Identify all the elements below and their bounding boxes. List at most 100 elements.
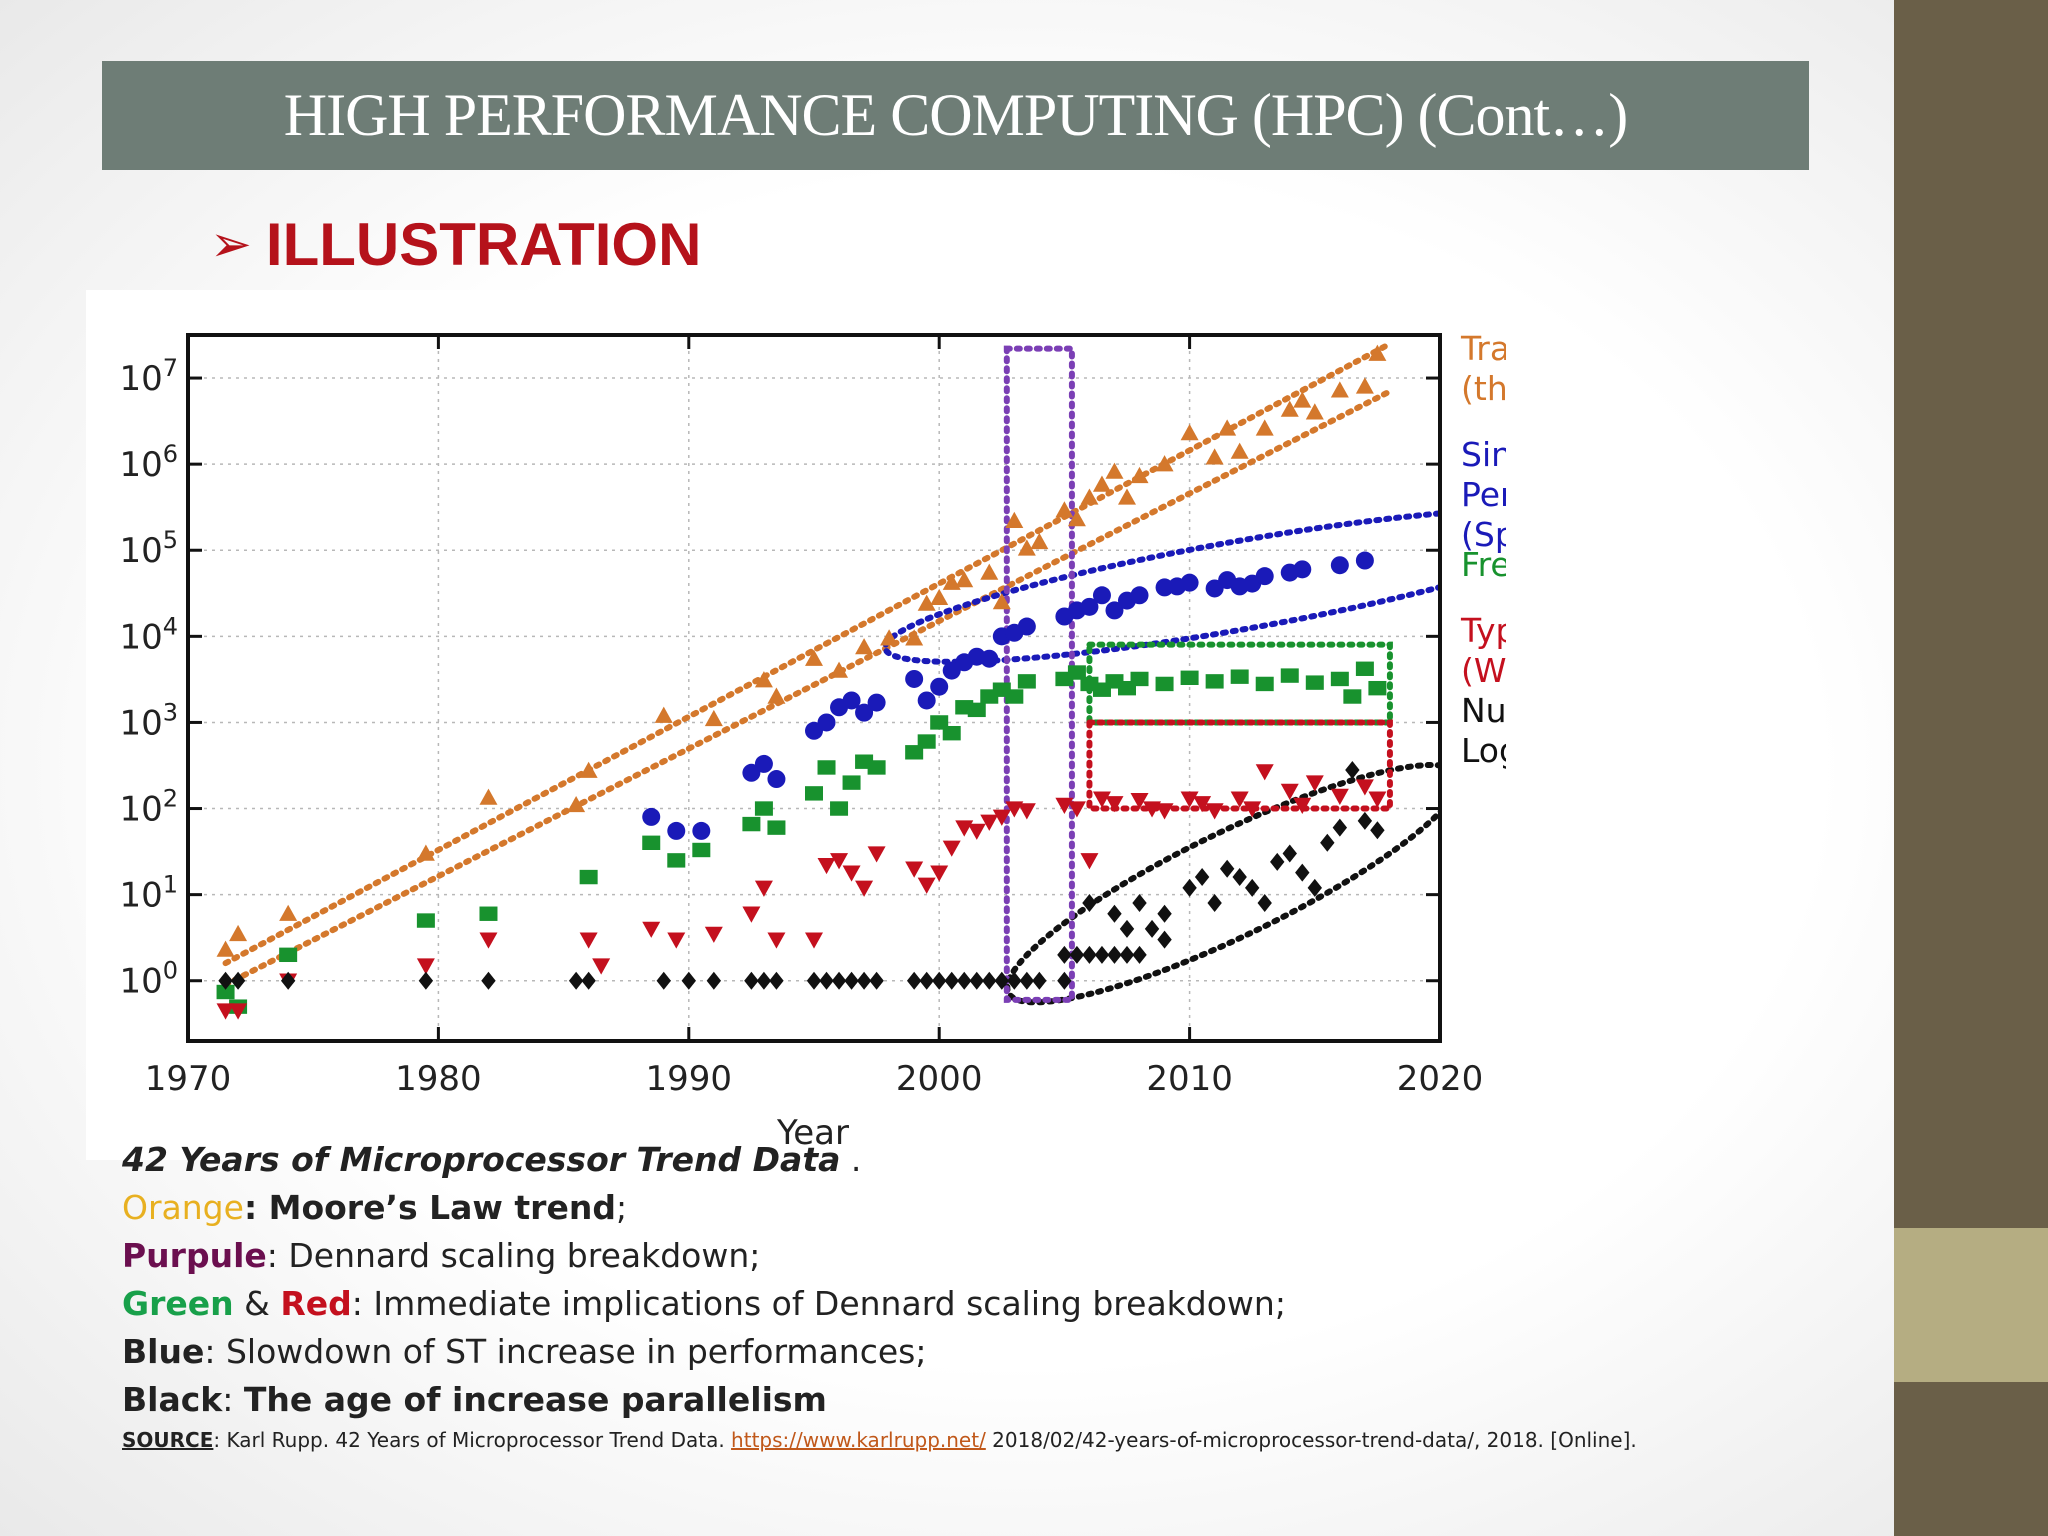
caption-moores-law: : Moore’s Law trend xyxy=(243,1188,616,1227)
frequency-point xyxy=(767,820,786,835)
power-point xyxy=(1017,803,1036,820)
transistor-point xyxy=(1368,344,1387,361)
transistor-point xyxy=(805,649,823,666)
single-thread-point xyxy=(930,677,949,696)
cores-point xyxy=(1320,833,1335,852)
moores-law-lower-trendline xyxy=(222,388,1393,988)
single-thread-point xyxy=(842,691,861,710)
frequency-point xyxy=(1180,670,1199,685)
single-thread-point xyxy=(667,821,686,840)
chart-panel: 100 101 102 103 104 105 106 107 1970 1980 1990 2000… xyxy=(86,290,1506,1160)
power-point xyxy=(805,932,823,949)
frequency-point xyxy=(742,816,761,832)
power-box xyxy=(1086,719,1393,812)
transistor-point xyxy=(955,571,974,588)
transistor-point xyxy=(1067,510,1086,527)
cores-point xyxy=(418,971,434,990)
caption-parallelism: The age of increase parallelism xyxy=(243,1380,827,1419)
legend-entry-text: (thousands) xyxy=(1461,369,1506,408)
caption-title-suffix: . xyxy=(840,1140,862,1179)
power-point xyxy=(1130,792,1149,810)
cores-point xyxy=(1332,818,1348,837)
caption-key-orange: Orange xyxy=(122,1188,244,1227)
cores-point xyxy=(1345,761,1360,780)
frequency-point xyxy=(579,869,598,885)
transistor-point xyxy=(1180,424,1199,441)
cores-point xyxy=(982,971,997,990)
cores-point xyxy=(1157,930,1172,949)
frequency-point xyxy=(805,786,823,801)
transistor-point xyxy=(917,594,936,611)
cores-point xyxy=(1057,945,1072,964)
frequency-point xyxy=(754,801,773,816)
frequency-point xyxy=(1205,674,1224,689)
power-point xyxy=(1205,803,1224,820)
power-point xyxy=(479,932,498,949)
cores-point xyxy=(706,971,722,990)
single-thread-point xyxy=(1080,597,1099,616)
single-thread-point xyxy=(980,649,999,668)
transistor-point xyxy=(216,940,235,957)
single-thread-point xyxy=(1105,601,1124,620)
power-point xyxy=(930,865,949,882)
frequency-point xyxy=(1230,669,1249,684)
caption-key-red: Red xyxy=(280,1284,352,1323)
transistor-point xyxy=(754,671,773,688)
caption-line-purple: Purpule: Dennard scaling breakdown; xyxy=(122,1232,1822,1280)
caption-implications: : Immediate implications of Dennard scal… xyxy=(351,1284,1286,1323)
power-point xyxy=(1005,801,1024,818)
power-point xyxy=(905,861,924,878)
title-banner: HIGH PERFORMANCE COMPUTING (HPC) (Cont…) xyxy=(102,61,1809,170)
power-point xyxy=(767,932,786,949)
y-tick-label: 105 xyxy=(119,526,178,571)
trend-chart: 100 101 102 103 104 105 106 107 1970 1980 1990 2000… xyxy=(119,329,1506,1153)
source-link[interactable]: https://www.karlrupp.net/ xyxy=(731,1428,986,1452)
cores-point xyxy=(1232,868,1247,887)
cores-point xyxy=(756,971,772,990)
cores-point xyxy=(1157,904,1172,923)
cores-point xyxy=(1082,945,1097,964)
cores-point xyxy=(568,971,584,990)
transistor-point xyxy=(1017,539,1036,556)
power-point xyxy=(704,926,723,943)
cores-point xyxy=(769,971,784,990)
cores-point xyxy=(218,971,233,990)
x-tick-label: 2020 xyxy=(1397,1059,1484,1099)
single-thread-point xyxy=(1330,556,1349,575)
plot-frame xyxy=(186,333,1442,1043)
transistor-point xyxy=(1293,391,1312,408)
single-thread-point xyxy=(905,669,924,688)
cores-point xyxy=(1132,893,1147,912)
transistor-point xyxy=(1155,455,1174,472)
power-point xyxy=(1280,783,1299,800)
cores-point xyxy=(744,971,759,990)
moores-law-upper-trendline xyxy=(222,340,1393,967)
single-thread-point xyxy=(767,770,786,789)
caption-key-blue: Blue xyxy=(122,1332,205,1371)
frequency-point xyxy=(842,775,861,790)
caption-amp: & xyxy=(233,1284,281,1323)
power-point xyxy=(1180,791,1199,808)
power-point xyxy=(1155,803,1174,820)
power-point xyxy=(1305,775,1324,792)
transistor-point xyxy=(1230,442,1249,459)
cores-point xyxy=(919,971,934,990)
power-point xyxy=(830,853,849,870)
x-tick-label: 2010 xyxy=(1146,1059,1233,1099)
legend-entry-text: Number of xyxy=(1461,691,1506,730)
transistor-point xyxy=(1118,488,1136,505)
caption-key-green: Green xyxy=(122,1284,234,1323)
cores-point xyxy=(1007,971,1022,990)
power-point xyxy=(980,814,999,831)
frequency-point xyxy=(1355,661,1374,676)
power-point xyxy=(1105,796,1124,813)
cores-point xyxy=(1107,904,1122,923)
transistor-point xyxy=(579,761,598,778)
power-point xyxy=(855,880,874,897)
single-thread-point xyxy=(692,821,711,840)
legend-entry-text: (SpecINT x 103) xyxy=(1461,513,1506,554)
cores-point xyxy=(831,971,847,990)
power-point xyxy=(1067,801,1086,818)
x-tick-label: 1990 xyxy=(646,1059,733,1099)
transistor-point xyxy=(880,629,899,646)
